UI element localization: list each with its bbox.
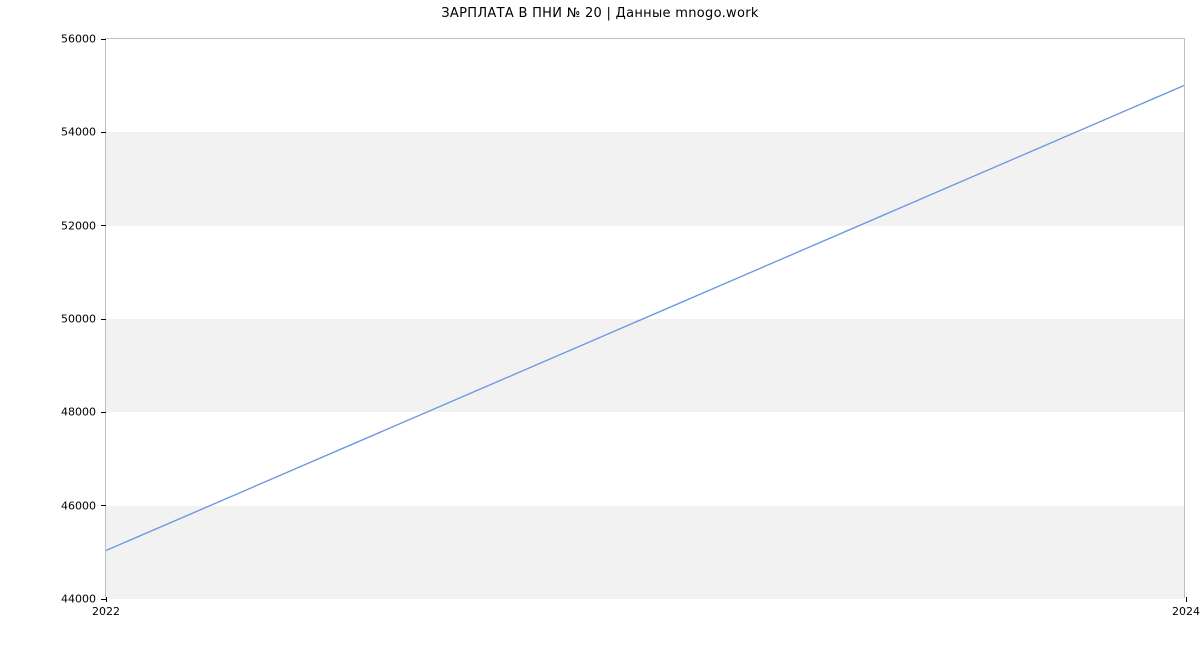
- x-tick-mark: [106, 597, 107, 602]
- y-tick-mark: [101, 319, 106, 320]
- y-tick-label: 46000: [61, 499, 96, 512]
- y-tick-mark: [101, 225, 106, 226]
- chart-title: ЗАРПЛАТА В ПНИ № 20 | Данные mnogo.work: [0, 6, 1200, 21]
- y-tick-label: 56000: [61, 33, 96, 46]
- y-tick-mark: [101, 505, 106, 506]
- y-tick-label: 50000: [61, 313, 96, 326]
- y-tick-label: 54000: [61, 126, 96, 139]
- y-tick-mark: [101, 132, 106, 133]
- x-tick-label: 2022: [92, 605, 120, 618]
- y-tick-label: 48000: [61, 406, 96, 419]
- y-tick-label: 44000: [61, 593, 96, 606]
- plot-area: 4400046000480005000052000540005600020222…: [105, 38, 1185, 598]
- salary-line-chart: ЗАРПЛАТА В ПНИ № 20 | Данные mnogo.work …: [0, 0, 1200, 650]
- y-tick-mark: [101, 39, 106, 40]
- x-tick-label: 2024: [1172, 605, 1200, 618]
- x-tick-mark: [1186, 597, 1187, 602]
- y-tick-label: 52000: [61, 219, 96, 232]
- y-tick-mark: [101, 412, 106, 413]
- data-line: [106, 39, 1184, 597]
